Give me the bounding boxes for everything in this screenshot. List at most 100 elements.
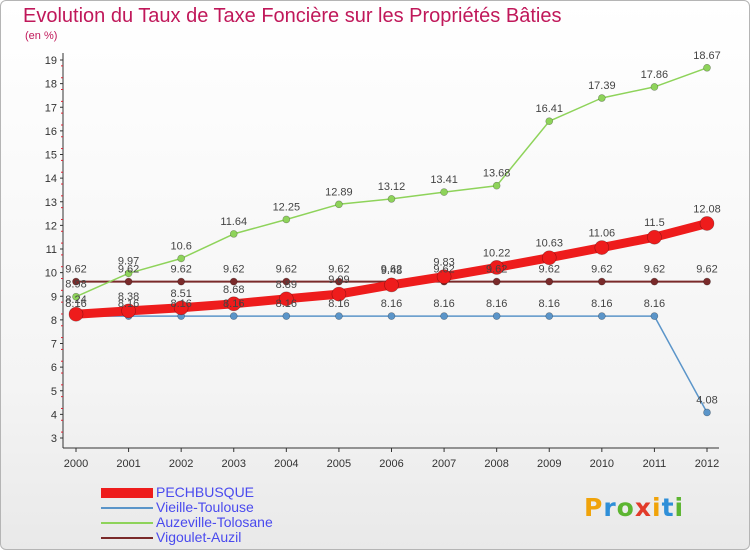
series-line-vieille-toulouse (75, 315, 708, 414)
data-point-auzeville-tolosane (387, 195, 396, 203)
data-label-pechbusque: 8.68 (223, 284, 244, 296)
data-point-pechbusque (226, 296, 242, 312)
y-tick-label: 8 (51, 315, 57, 327)
data-label-auzeville-tolosane: 12.89 (325, 186, 353, 198)
logo-letter: r (603, 493, 617, 522)
data-point-vigoulet-auzil (177, 277, 185, 286)
legend-label: Auzeville-Tolosane (156, 514, 273, 530)
data-point-vieille-toulouse (598, 312, 606, 320)
data-label-auzeville-tolosane: 12.25 (273, 201, 301, 213)
y-tick-label: 12 (45, 220, 57, 232)
logo-letter: t (661, 493, 675, 522)
chart-title: Evolution du Taux de Taxe Foncière sur l… (23, 5, 562, 27)
data-point-auzeville-tolosane (282, 215, 291, 224)
data-label-pechbusque: 10.22 (483, 247, 511, 259)
data-point-auzeville-tolosane (440, 188, 448, 196)
y-tick-label: 19 (45, 55, 57, 67)
data-point-vigoulet-auzil (124, 277, 133, 286)
data-point-auzeville-tolosane (703, 63, 711, 72)
data-label-vieille-toulouse: 4.08 (696, 394, 717, 406)
y-tick-label: 17 (45, 102, 57, 114)
data-label-auzeville-tolosane: 13.68 (483, 168, 511, 180)
legend-label: Vigoulet-Auzil (156, 529, 242, 545)
data-point-pechbusque (489, 260, 504, 275)
x-tick-label: 2000 (64, 458, 88, 470)
data-point-vigoulet-auzil (545, 277, 554, 286)
y-tick-label: 15 (45, 150, 57, 162)
logo-letter: x (634, 493, 652, 522)
legend-label: Vieille-Toulouse (156, 499, 254, 515)
y-tick-label: 10 (45, 268, 57, 280)
y-tick-label: 13 (45, 197, 57, 209)
data-label-vigoulet-auzil: 9.62 (696, 264, 717, 276)
legend-swatch (101, 488, 153, 498)
axes: 3 4 5 6 7 8 9 10 11 12 13 14 15 16 17 18 19 2000 2001 2002 2… (45, 53, 719, 470)
data-label-pechbusque: 9.48 (381, 265, 402, 277)
y-tick-label: 3 (51, 433, 57, 445)
data-point-pechbusque (121, 303, 136, 319)
x-tick-label: 2012 (695, 458, 719, 470)
y-tick-label: 6 (51, 362, 57, 374)
data-label-vigoulet-auzil: 9.62 (591, 264, 612, 276)
data-point-vigoulet-auzil (703, 277, 711, 286)
data-label-auzeville-tolosane: 17.86 (641, 69, 669, 81)
y-tick-label: 4 (51, 409, 57, 421)
data-label-vigoulet-auzil: 9.62 (170, 264, 191, 276)
data-label-pechbusque: 8.51 (170, 288, 191, 300)
data-point-vieille-toulouse (545, 312, 554, 320)
legend-swatch (101, 522, 153, 524)
logo-letter: i (674, 493, 685, 522)
x-tick-label: 2001 (116, 458, 140, 470)
data-label-pechbusque: 12.08 (693, 203, 721, 215)
y-tick-label: 7 (51, 339, 57, 351)
data-label-vigoulet-auzil: 9.62 (276, 264, 297, 276)
x-tick-label: 2002 (169, 458, 193, 470)
data-label-pechbusque: 9.83 (433, 257, 454, 269)
data-point-auzeville-tolosane (545, 117, 554, 125)
data-label-auzeville-tolosane: 16.41 (535, 103, 563, 115)
legend-swatch (101, 537, 153, 539)
data-point-pechbusque (173, 300, 189, 316)
data-point-vieille-toulouse (335, 312, 343, 320)
data-label-vieille-toulouse: 8.16 (65, 298, 86, 310)
data-point-vieille-toulouse (440, 312, 448, 320)
data-label-vieille-toulouse: 8.16 (223, 298, 244, 310)
data-label-vigoulet-auzil: 9.62 (328, 264, 349, 276)
series-layer (68, 63, 715, 417)
data-label-vigoulet-auzil: 9.62 (65, 264, 86, 276)
data-point-vigoulet-auzil (335, 277, 343, 286)
x-tick-label: 2007 (432, 458, 456, 470)
data-label-auzeville-tolosane: 8.98 (65, 279, 86, 291)
data-point-pechbusque (279, 291, 294, 307)
data-point-auzeville-tolosane (492, 181, 501, 190)
data-label-auzeville-tolosane: 13.12 (378, 181, 406, 193)
data-label-vigoulet-auzil: 9.62 (486, 264, 507, 276)
data-label-vieille-toulouse: 8.16 (328, 298, 349, 310)
data-label-vigoulet-auzil: 9.62 (433, 264, 454, 276)
data-label-pechbusque: 11.06 (588, 228, 615, 240)
data-label-pechbusque: 8.38 (118, 291, 139, 303)
y-tick-label: 16 (45, 126, 57, 138)
data-point-auzeville-tolosane (335, 200, 343, 209)
data-point-vigoulet-auzil (72, 277, 80, 286)
data-label-pechbusque: 8.89 (276, 279, 297, 291)
chart-unit: (en %) (25, 30, 58, 42)
data-point-vieille-toulouse (229, 312, 238, 320)
x-tick-label: 2004 (274, 458, 298, 470)
data-point-pechbusque (436, 269, 452, 284)
logo-letter: P (584, 493, 604, 522)
y-tick-label: 18 (45, 79, 57, 91)
data-label-auzeville-tolosane: 18.67 (693, 50, 721, 62)
data-label-vigoulet-auzil: 9.62 (539, 264, 560, 276)
data-point-vieille-toulouse (703, 408, 711, 417)
data-label-pechbusque: 9.09 (328, 274, 349, 286)
data-point-pechbusque (594, 240, 610, 255)
data-point-vigoulet-auzil (598, 277, 606, 286)
y-tick-label: 14 (45, 173, 57, 185)
data-label-vieille-toulouse: 8.16 (591, 298, 612, 310)
data-point-auzeville-tolosane (124, 269, 133, 278)
data-label-auzeville-tolosane: 13.41 (430, 174, 458, 186)
data-label-vieille-toulouse: 8.16 (118, 298, 139, 310)
